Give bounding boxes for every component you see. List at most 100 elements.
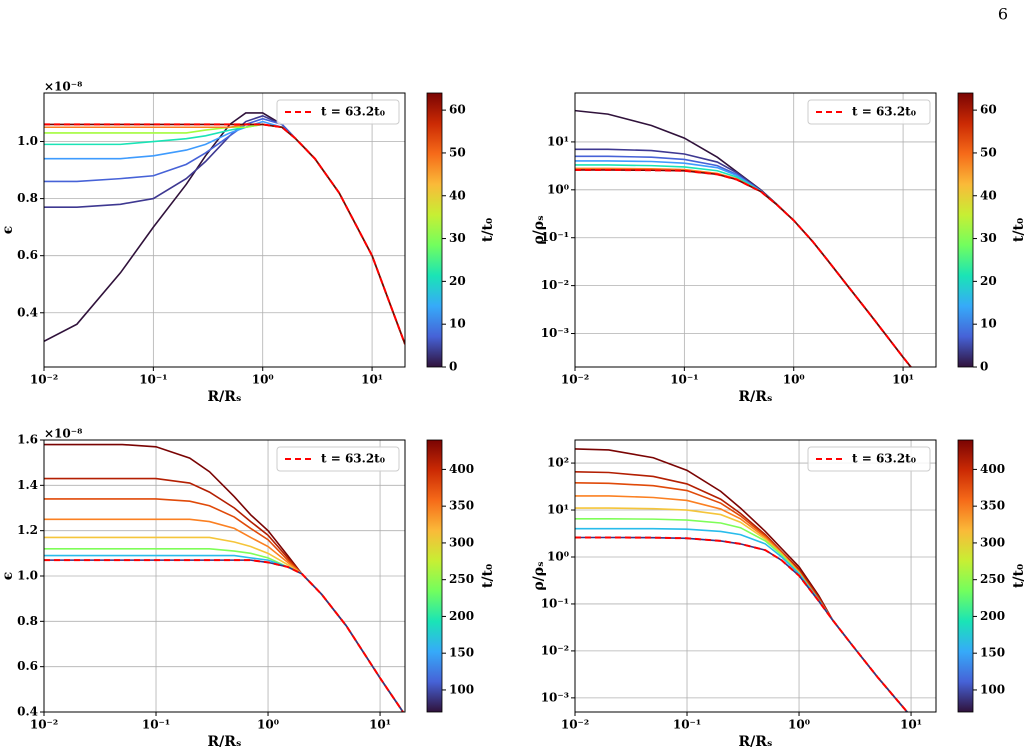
legend-box: [276, 446, 400, 472]
y-tick-label: 0.4: [17, 305, 38, 319]
plot-area: [44, 443, 405, 712]
colorbar-tick-label: 250: [449, 572, 474, 586]
y-tick-label: 10⁻²: [541, 278, 569, 292]
series-line: [575, 160, 912, 367]
series-line: [575, 482, 909, 712]
colorbar-label: t/t₀: [480, 218, 496, 242]
series-line: [575, 471, 909, 712]
colorbar: [426, 439, 443, 713]
y-tick-label: 0.8: [17, 614, 38, 628]
colorbar-tick-label: 40: [449, 188, 466, 202]
y-tick-label: 10¹: [547, 134, 569, 148]
x-tick-label: 10⁰: [783, 373, 805, 387]
x-tick-label: 10⁻²: [30, 373, 58, 387]
x-axis-label: R/Rₛ: [208, 734, 242, 750]
y-tick-label: 10⁰: [547, 549, 569, 563]
legend-box: [807, 446, 931, 472]
y-axis-label: ρ/ρₛ: [531, 215, 547, 244]
series-line: [575, 536, 909, 712]
y-axis-label: ϵ: [0, 226, 16, 235]
x-tick-label: 10¹: [892, 373, 914, 387]
colorbar: [957, 92, 974, 368]
colorbar-tick-label: 20: [449, 274, 466, 288]
series-line: [575, 507, 909, 712]
x-tick-label: 10⁻¹: [670, 373, 698, 387]
series-line: [575, 495, 909, 712]
series-line: [575, 448, 909, 712]
series-line: [44, 123, 405, 345]
y-tick-label: 10⁰: [547, 182, 569, 196]
y-tick-label: 1.6: [17, 433, 38, 447]
y-tick-label: 1.2: [17, 523, 38, 537]
y-tick-label: 10⁻¹: [541, 596, 569, 610]
colorbar-tick-label: 30: [980, 231, 997, 245]
x-tick-label: 10⁰: [788, 718, 810, 732]
y-axis-label: ρ/ρₛ: [531, 561, 547, 590]
colorbar-tick-label: 400: [980, 462, 1005, 476]
series-line: [575, 109, 912, 367]
series-line: [575, 164, 912, 367]
colorbar-tick-label: 150: [980, 646, 1005, 660]
colorbar-tick-label: 40: [980, 188, 997, 202]
colorbar-tick-label: 400: [449, 462, 474, 476]
series-line: [44, 123, 405, 345]
axes-frame: [574, 92, 937, 368]
series-line: [575, 518, 909, 712]
colorbar: [426, 92, 443, 368]
y-tick-label: 1.4: [17, 478, 38, 492]
colorbar-tick-label: 150: [449, 646, 474, 660]
legend-label: t = 63.2t₀: [321, 105, 385, 119]
plot-area: [575, 448, 909, 712]
colorbar-label: t/t₀: [480, 564, 496, 588]
y-tick-label: 10²: [547, 456, 569, 470]
x-axis-label: R/Rₛ: [739, 389, 773, 405]
x-axis-label: R/Rₛ: [739, 734, 773, 750]
x-tick-label: 10⁻²: [561, 718, 589, 732]
y-offset-label: ×10⁻⁸: [44, 80, 82, 94]
x-tick-label: 10⁻²: [30, 718, 58, 732]
legend-box: [276, 99, 400, 125]
y-axis-label: ϵ: [0, 572, 16, 581]
colorbar-tick-label: 0: [449, 360, 457, 374]
y-tick-label: 0.6: [17, 659, 38, 673]
x-tick-label: 10⁻¹: [142, 718, 170, 732]
series-line: [44, 117, 405, 345]
colorbar-tick-label: 100: [980, 682, 1005, 696]
colorbar-tick-label: 250: [980, 572, 1005, 586]
colorbar-tick-label: 50: [980, 145, 997, 159]
axes-frame: [574, 439, 937, 713]
y-tick-label: 1.0: [17, 134, 38, 148]
x-tick-label: 10¹: [900, 718, 922, 732]
x-tick-label: 10⁻¹: [139, 373, 167, 387]
colorbar-tick-label: 350: [980, 499, 1005, 513]
colorbar-tick-label: 100: [449, 682, 474, 696]
colorbar-tick-label: 350: [449, 499, 474, 513]
series-line: [44, 559, 405, 712]
colorbar-tick-label: 60: [980, 103, 997, 117]
colorbar-label: t/t₀: [1011, 564, 1026, 588]
colorbar-tick-label: 200: [980, 609, 1005, 623]
colorbar-tick-label: 300: [980, 535, 1005, 549]
series-line: [44, 112, 405, 345]
x-tick-label: 10⁻¹: [673, 718, 701, 732]
colorbar-tick-label: 300: [449, 535, 474, 549]
colorbar-tick-label: 200: [449, 609, 474, 623]
y-tick-label: 10⁻³: [541, 690, 569, 704]
colorbar-tick-label: 10: [449, 317, 466, 331]
x-tick-label: 10⁰: [257, 718, 279, 732]
y-tick-label: 10¹: [547, 503, 569, 517]
x-tick-label: 10⁻²: [561, 373, 589, 387]
series-line: [44, 477, 405, 712]
series-line: [44, 498, 405, 712]
legend-label: t = 63.2t₀: [321, 452, 385, 466]
series-line: [44, 554, 405, 712]
colorbar-label: t/t₀: [1011, 218, 1026, 242]
x-tick-label: 10¹: [369, 718, 391, 732]
series-line: [575, 527, 909, 712]
colorbar-tick-label: 50: [449, 145, 466, 159]
colorbar-tick-label: 60: [449, 103, 466, 117]
series-line: [44, 123, 405, 345]
series-line: [44, 123, 405, 345]
